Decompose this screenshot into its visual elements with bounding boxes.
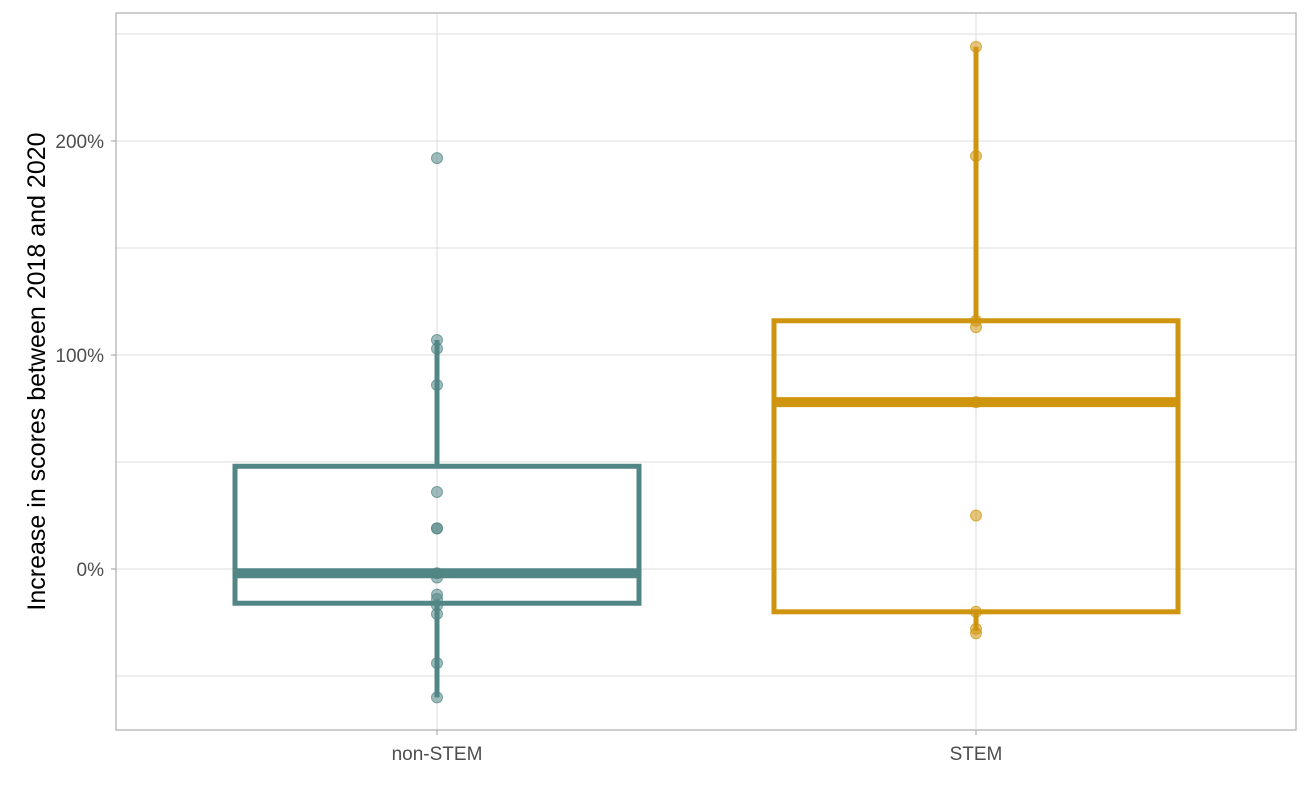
x-tick-label: non-STEM — [392, 744, 483, 765]
data-point — [431, 607, 443, 620]
boxes — [232, 46, 1181, 698]
data-point — [970, 149, 982, 162]
grid-lines — [116, 13, 1296, 730]
data-point — [970, 509, 982, 522]
data-point — [431, 342, 443, 355]
y-tick-label: 100% — [55, 346, 104, 367]
data-points — [431, 40, 982, 704]
data-point — [431, 378, 443, 391]
data-point — [431, 485, 443, 498]
data-point — [431, 691, 443, 704]
x-tick-label: STEM — [950, 744, 1003, 765]
data-point — [431, 522, 443, 535]
data-point — [970, 40, 982, 53]
data-point — [431, 571, 443, 584]
y-tick-label: 0% — [77, 560, 105, 581]
data-point — [431, 152, 443, 165]
data-point — [970, 605, 982, 618]
x-axis-ticks: non-STEM STEM — [392, 730, 1003, 765]
data-point — [431, 657, 443, 670]
data-point — [970, 396, 982, 409]
data-point — [970, 627, 982, 640]
plot-panel-border — [115, 12, 1297, 731]
y-axis-title: Increase in scores between 2018 and 2020 — [23, 132, 51, 610]
y-axis-ticks: 0% 100% 200% — [55, 132, 116, 581]
y-tick-label: 200% — [55, 132, 104, 153]
data-point — [970, 321, 982, 334]
